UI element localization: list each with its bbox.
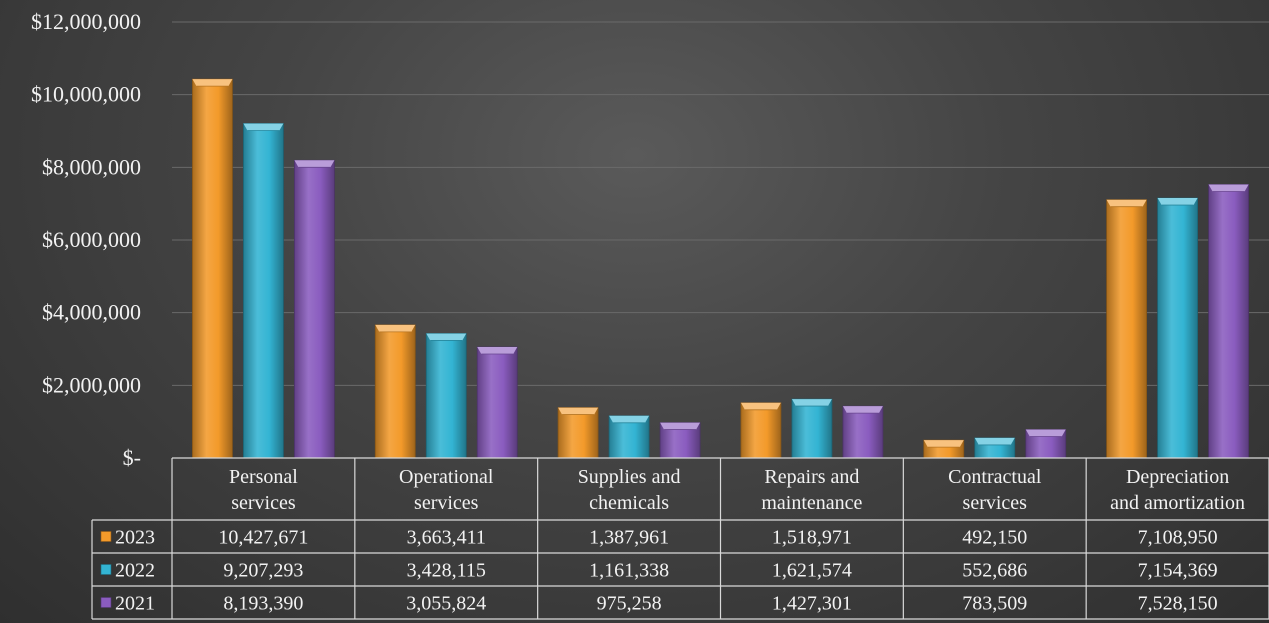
category-label: chemicals bbox=[589, 492, 669, 514]
category-label: Personal bbox=[229, 466, 298, 488]
table-cell: 1,161,338 bbox=[589, 560, 669, 582]
bar-2021-5 bbox=[1208, 184, 1249, 459]
table-cell: 783,509 bbox=[962, 593, 1027, 615]
table-cell: 975,258 bbox=[597, 593, 662, 615]
bar-2022-5 bbox=[1157, 197, 1198, 459]
category-label: Repairs and bbox=[764, 466, 859, 488]
table-cell: 1,387,961 bbox=[589, 527, 669, 549]
table-cell: 1,427,301 bbox=[772, 593, 852, 615]
legend-key-2021 bbox=[100, 597, 112, 608]
bars bbox=[192, 78, 1249, 459]
table-cell: 7,528,150 bbox=[1138, 593, 1218, 615]
category-label: and amortization bbox=[1110, 492, 1245, 514]
bar-2021-2 bbox=[659, 422, 701, 459]
bar-2023-3 bbox=[740, 402, 782, 459]
table-cell: 7,154,369 bbox=[1138, 560, 1218, 582]
bar-2023-2 bbox=[557, 407, 599, 459]
legend-label: 2022 bbox=[115, 560, 155, 582]
bar-2023-0 bbox=[192, 78, 233, 459]
category-label: services bbox=[414, 492, 479, 514]
table-cell: 552,686 bbox=[962, 560, 1027, 582]
category-label: maintenance bbox=[761, 492, 862, 514]
legend-label: 2021 bbox=[115, 593, 155, 615]
bar-2021-4 bbox=[1025, 429, 1067, 459]
y-tick-label: $8,000,000 bbox=[42, 154, 141, 179]
table-cell: 1,621,574 bbox=[772, 560, 852, 582]
bar-2022-0 bbox=[243, 123, 284, 459]
bar-2023-5 bbox=[1106, 199, 1147, 459]
legend-key-2023 bbox=[100, 531, 112, 542]
y-tick-label: $6,000,000 bbox=[42, 227, 141, 252]
y-tick-label: $10,000,000 bbox=[31, 82, 141, 107]
bar-2022-1 bbox=[425, 333, 467, 459]
gridlines bbox=[172, 21, 1269, 386]
table-cell: 492,150 bbox=[962, 527, 1027, 549]
data-table: Personal services Operational services Suppl… bbox=[91, 457, 1269, 620]
table-cell: 8,193,390 bbox=[223, 593, 303, 615]
y-tick-label: $- bbox=[123, 445, 141, 470]
category-label: Operational bbox=[399, 466, 494, 488]
y-tick-label: $2,000,000 bbox=[42, 372, 141, 397]
bar-2021-0 bbox=[294, 159, 335, 459]
table-cell: 3,055,824 bbox=[406, 593, 486, 615]
table-cell: 7,108,950 bbox=[1138, 527, 1218, 549]
bar-2022-2 bbox=[608, 415, 650, 459]
y-tick-label: $12,000,000 bbox=[31, 9, 141, 34]
bar-2022-4 bbox=[974, 437, 1016, 459]
bar-2021-3 bbox=[842, 405, 884, 459]
category-label: services bbox=[963, 492, 1028, 514]
table-cell: 1,518,971 bbox=[772, 527, 852, 549]
bar-2022-3 bbox=[791, 398, 833, 459]
bar-2023-4 bbox=[923, 439, 965, 459]
y-axis-ticks: $- $2,000,000 $4,000,000 $6,000,000 $8,000,0… bbox=[31, 9, 141, 470]
category-label: Depreciation bbox=[1126, 466, 1229, 488]
category-label: services bbox=[231, 492, 296, 514]
table-cell: 3,428,115 bbox=[407, 560, 486, 582]
bar-2021-1 bbox=[476, 346, 518, 459]
legend-label: 2023 bbox=[115, 527, 155, 549]
category-label: Contractual bbox=[948, 466, 1042, 488]
table-cell: 3,663,411 bbox=[407, 527, 486, 549]
y-tick-label: $4,000,000 bbox=[42, 300, 141, 325]
category-label: Supplies and bbox=[578, 466, 681, 488]
table-cell: 9,207,293 bbox=[223, 560, 303, 582]
legend-key-2022 bbox=[100, 564, 112, 575]
table-cell: 10,427,671 bbox=[218, 527, 308, 549]
bar-2023-1 bbox=[374, 324, 416, 459]
